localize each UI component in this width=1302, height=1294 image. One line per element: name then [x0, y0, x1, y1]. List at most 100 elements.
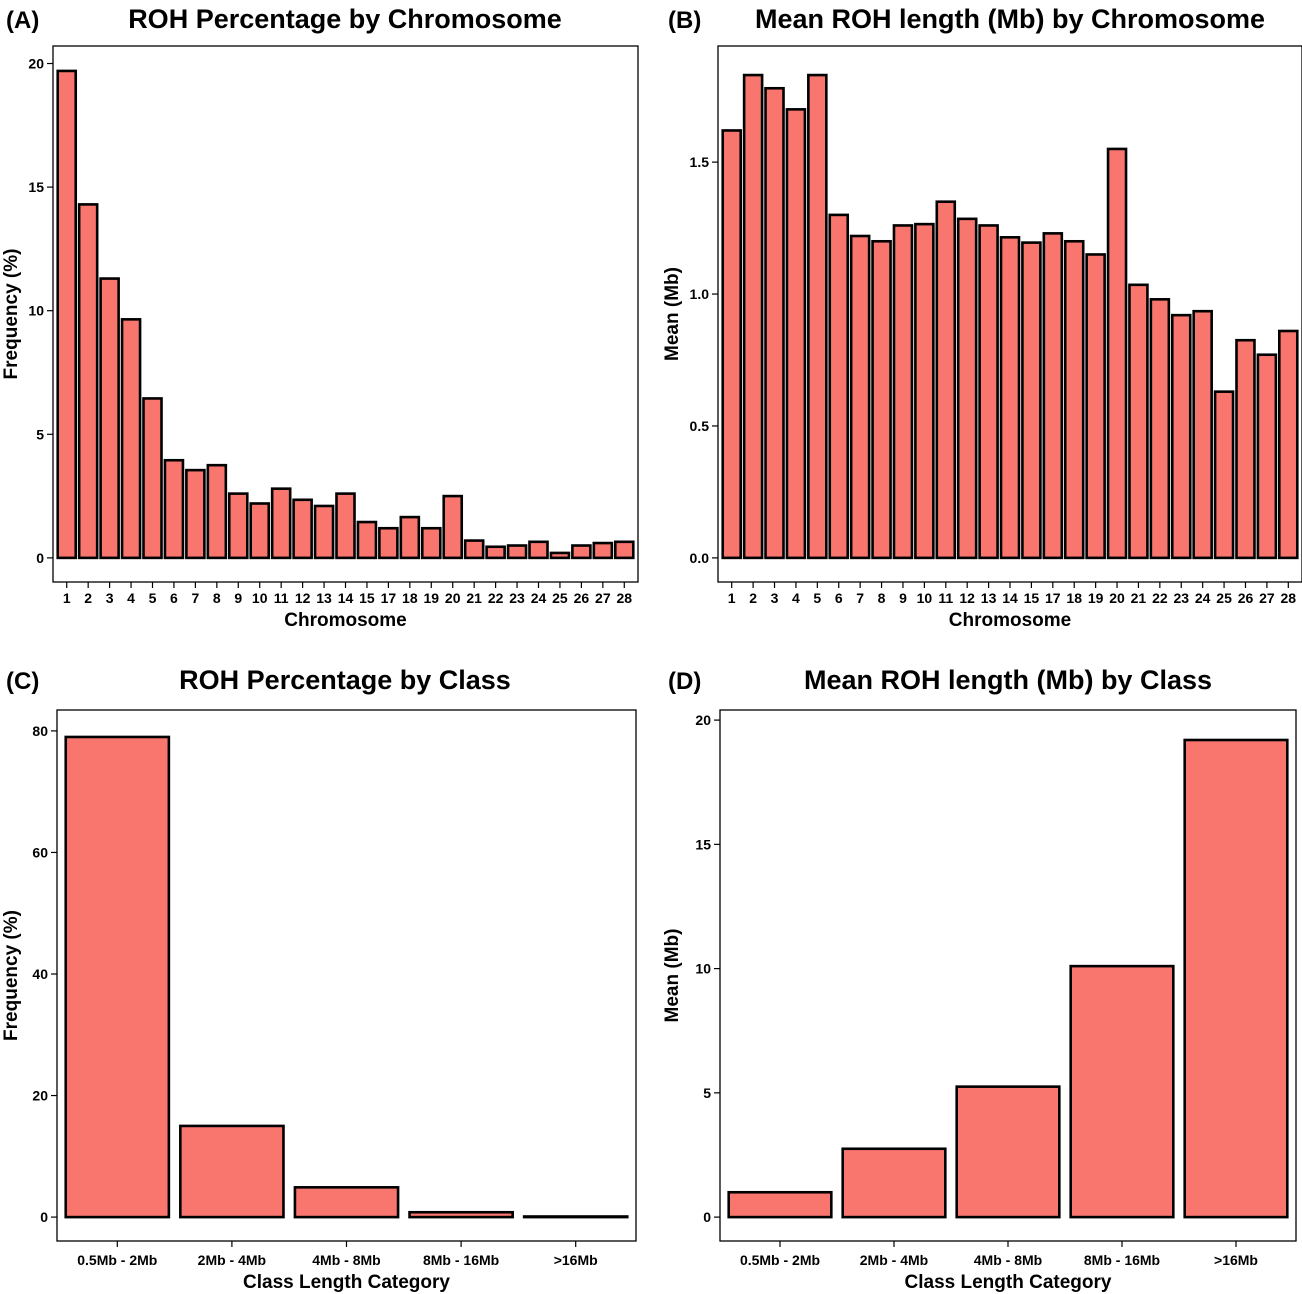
x-tick-label: 5	[813, 590, 821, 606]
x-tick-label: >16Mb	[1214, 1252, 1258, 1268]
bar-20	[1106, 147, 1128, 560]
x-tick-label: 27	[595, 590, 611, 606]
chart-title: ROH Percentage by Chromosome	[128, 4, 562, 34]
bar-1	[56, 69, 78, 560]
bar-25	[1213, 390, 1235, 560]
bar-0.5Mb - 2Mb	[727, 1190, 833, 1219]
x-tick-label: 7	[856, 590, 864, 606]
x-tick-label: 12	[959, 590, 975, 606]
bar-26	[1235, 338, 1256, 560]
x-tick-label: 23	[509, 590, 525, 606]
bar->16Mb	[1183, 738, 1289, 1219]
x-tick-label: 4Mb - 8Mb	[974, 1252, 1042, 1268]
bar-4	[120, 318, 142, 560]
y-tick-label: 10	[695, 961, 711, 977]
y-tick-label: 20	[32, 1088, 48, 1104]
bar-4Mb - 8Mb	[955, 1085, 1061, 1219]
x-tick-label: 22	[1152, 590, 1168, 606]
bar-8Mb - 16Mb	[1069, 964, 1175, 1219]
x-tick-label: 15	[359, 590, 375, 606]
chart-panel-4: (D) Mean ROH length (Mb) by Class 0 5 10 15 20…	[662, 665, 1297, 1293]
x-tick-label: 2	[749, 590, 757, 606]
bar-13	[313, 504, 335, 560]
y-tick-label: 0.5	[690, 418, 710, 434]
bar-22	[485, 545, 506, 560]
bar-26	[571, 544, 592, 560]
y-axis-title: Mean (Mb)	[662, 929, 683, 1023]
x-tick-label: 24	[531, 590, 547, 606]
x-tick-label: 10	[252, 590, 268, 606]
bar-3	[99, 277, 120, 560]
bar-12	[292, 498, 313, 560]
x-tick-label: 7	[191, 590, 199, 606]
bar-4	[785, 108, 807, 560]
y-tick-label: 60	[32, 844, 48, 860]
x-tick-label: 24	[1195, 590, 1211, 606]
x-tick-label: >16Mb	[554, 1252, 598, 1268]
bar-8	[871, 239, 892, 560]
x-tick-label: 5	[149, 590, 157, 606]
y-tick-label: 0	[36, 550, 44, 566]
bar-13	[978, 224, 999, 560]
y-tick-label: 5	[36, 426, 44, 442]
chart-panel-1: (A) ROH Percentage by Chromosome 0 5 10 15 20 F…	[1, 4, 639, 631]
bar-11	[270, 487, 292, 560]
bar-23	[506, 544, 528, 560]
bar-28	[1278, 329, 1299, 560]
bar-2Mb - 4Mb	[179, 1124, 285, 1219]
bar-12	[956, 217, 978, 560]
panel-label: (B)	[668, 7, 701, 34]
y-axis-title: Frequency (%)	[1, 910, 22, 1041]
x-tick-label: 4	[127, 590, 135, 606]
x-tick-label: 21	[466, 590, 482, 606]
x-tick-label: 26	[574, 590, 590, 606]
bar-15	[1021, 241, 1042, 560]
y-tick-label: 0	[703, 1209, 711, 1225]
x-tick-label: 10	[917, 590, 933, 606]
x-tick-label: 4Mb - 8Mb	[312, 1252, 380, 1268]
x-axis-title: Class Length Category	[905, 1272, 1112, 1293]
x-tick-label: 6	[835, 590, 843, 606]
bar-17	[1042, 232, 1064, 560]
y-tick-label: 0.0	[690, 550, 710, 566]
x-tick-label: 27	[1259, 590, 1275, 606]
bar-14	[999, 236, 1021, 560]
x-tick-label: 0.5Mb - 2Mb	[77, 1252, 157, 1268]
x-tick-label: 11	[274, 590, 289, 606]
y-axis-title: Mean (Mb)	[662, 267, 683, 361]
x-tick-label: 8	[878, 590, 886, 606]
x-tick-label: 17	[1045, 590, 1061, 606]
bar-10	[914, 222, 935, 560]
chart-title: Mean ROH length (Mb) by Chromosome	[755, 4, 1265, 34]
bar-0.5Mb - 2Mb	[64, 735, 171, 1219]
x-tick-label: 18	[1066, 590, 1082, 606]
bar-14	[335, 492, 356, 560]
panel-label: (A)	[6, 7, 39, 34]
bar-15	[356, 520, 378, 560]
x-tick-label: 3	[106, 590, 114, 606]
x-axis-title: Chromosome	[284, 610, 406, 631]
bar-4Mb - 8Mb	[293, 1186, 400, 1219]
chart-title: ROH Percentage by Class	[179, 665, 511, 695]
x-tick-label: 9	[899, 590, 907, 606]
x-tick-label: 20	[445, 590, 461, 606]
y-tick-label: 15	[28, 179, 44, 195]
x-tick-label: 19	[423, 590, 439, 606]
x-tick-label: 12	[295, 590, 311, 606]
x-tick-label: 26	[1238, 590, 1254, 606]
y-axis-title: Frequency (%)	[1, 249, 22, 380]
x-tick-label: 8Mb - 16Mb	[423, 1252, 499, 1268]
bar-9	[227, 492, 249, 560]
bar-22	[1149, 298, 1171, 560]
bar-24	[1192, 309, 1213, 560]
y-tick-label: 10	[28, 303, 44, 319]
bar-8	[206, 463, 228, 560]
bar-6	[828, 213, 850, 560]
chart-title: Mean ROH length (Mb) by Class	[804, 665, 1212, 695]
x-tick-label: 9	[234, 590, 242, 606]
x-tick-label: 28	[616, 590, 632, 606]
bar-3	[764, 86, 785, 560]
x-tick-label: 28	[1281, 590, 1297, 606]
bar-2	[742, 73, 764, 560]
